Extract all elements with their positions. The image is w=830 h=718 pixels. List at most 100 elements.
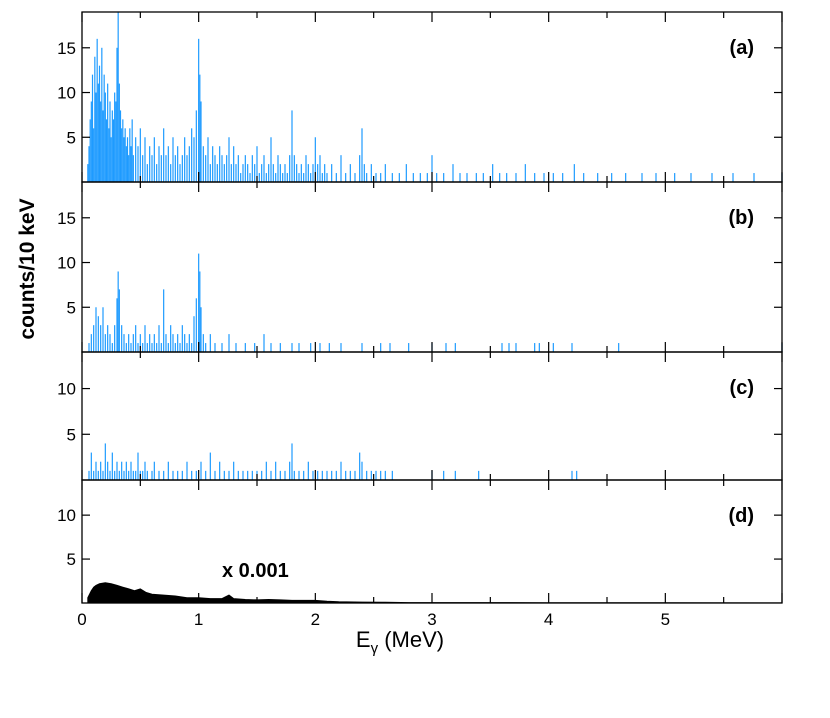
spectrum-bar: [109, 334, 111, 352]
spectrum-bar: [95, 461, 97, 480]
spectrum-bar: [237, 470, 239, 480]
spectrum-bar: [118, 83, 120, 182]
spectrum-bar: [111, 343, 113, 352]
spectrum-bar: [153, 461, 155, 480]
spectrum-bar: [198, 253, 200, 352]
spectrum-bar: [263, 155, 265, 182]
spectrum-bar: [242, 164, 244, 182]
spectrum-bar: [116, 47, 118, 182]
spectrum-bar: [380, 173, 382, 182]
spectrum-bar: [384, 470, 386, 480]
spectrum-bar: [179, 343, 181, 352]
spectrum-bar: [163, 128, 165, 182]
spectrum-bar: [139, 334, 141, 352]
spectrum-bar: [102, 470, 104, 480]
spectrum-bar: [284, 164, 286, 182]
spectrum-bar: [412, 173, 414, 182]
spectrum-bar: [242, 470, 244, 480]
spectrum-bar: [366, 173, 368, 182]
spectrum-bar: [655, 173, 657, 182]
spectrum-bar: [181, 155, 183, 182]
spectrum-bar: [90, 101, 92, 182]
spectrum-bar: [436, 173, 438, 182]
spectrum-bar: [90, 452, 92, 480]
spectrum-bar: [207, 137, 209, 182]
spectrum-bar: [181, 325, 183, 352]
spectrum-bar: [331, 164, 333, 182]
spectrum-bar: [515, 173, 517, 182]
spectrum-bar: [98, 65, 101, 182]
spectrum-bar: [200, 101, 202, 182]
spectrum-bar: [121, 325, 123, 352]
spectrum-bar: [125, 146, 127, 182]
spectrum-bar: [177, 146, 179, 182]
spectrum-bar: [128, 155, 130, 182]
spectrum-bar: [370, 164, 372, 182]
spectrum-bar: [270, 343, 272, 352]
spectrum-bar: [268, 164, 270, 182]
spectrum-bar: [112, 119, 115, 182]
spectrum-bar: [305, 155, 307, 182]
spectrum-bar: [228, 334, 230, 352]
spectrum-bar: [571, 470, 573, 480]
spectrum-bar: [359, 155, 361, 182]
spectrum-bar: [191, 128, 193, 182]
spectrum-bar: [89, 119, 91, 182]
spectrum-bar: [186, 343, 188, 352]
spectrum-bar: [88, 343, 90, 352]
spectrum-bar: [317, 164, 319, 182]
spectrum-bar: [272, 164, 274, 182]
spectrum-bar: [131, 119, 133, 182]
spectrum-bar: [459, 173, 461, 182]
spectrum-bar: [144, 137, 146, 182]
spectrum-bar: [711, 173, 713, 182]
spectrum-bar: [102, 110, 104, 182]
spectrum-bar: [174, 343, 176, 352]
panel-frame: [81, 181, 783, 353]
x-tick-label: 3: [427, 610, 436, 629]
spectrum-bar: [177, 334, 179, 352]
spectrum-bar: [319, 155, 321, 182]
spectrum-bar: [205, 470, 207, 480]
spectrum-bar: [244, 343, 246, 352]
spectrum-bar: [130, 461, 132, 480]
spectrum-bar: [478, 470, 480, 480]
spectrum-bar: [156, 164, 158, 182]
spectrum-bar: [193, 316, 195, 352]
spectrum-bar: [172, 334, 174, 352]
spectrum-bar: [345, 470, 347, 480]
spectrum-bar: [319, 343, 321, 352]
spectrum-bar: [454, 470, 456, 480]
spectrum-bar: [230, 164, 232, 182]
y-tick-label: 10: [57, 380, 76, 399]
spectrum-bar: [216, 164, 218, 182]
spectrum-bar: [361, 461, 363, 480]
spectrum-bar: [200, 307, 202, 352]
spectrum-bar: [97, 470, 99, 480]
spectrum-bar: [317, 470, 319, 480]
spectrum-bar: [508, 343, 510, 352]
spectrum-bar: [116, 461, 118, 480]
spectrum-bar: [354, 173, 356, 182]
spectrum-bar: [132, 470, 134, 480]
spectrum-bar: [219, 146, 221, 182]
spectrum-bar: [408, 343, 410, 352]
spectrum-bar: [167, 343, 169, 352]
spectrum-bar: [129, 128, 131, 182]
spectrum-bar: [122, 119, 124, 182]
panel-label: (c): [730, 377, 754, 399]
spectrum-bar: [753, 173, 755, 182]
spectrum-bar: [375, 173, 377, 182]
spectrum-bar: [88, 146, 90, 182]
spectrum-bar: [195, 298, 197, 352]
spectrum-bar: [345, 173, 347, 182]
spectrum-bar: [314, 137, 316, 182]
spectrum-bar: [172, 137, 174, 182]
spectrum-bar: [121, 461, 123, 480]
spectrum-bar: [109, 470, 111, 480]
scale-note: x 0.001: [222, 560, 289, 582]
spectrum-bar: [340, 461, 342, 480]
spectrum-bar: [380, 470, 382, 480]
spectrum-bar: [454, 343, 456, 352]
spectrum-bar: [251, 470, 253, 480]
